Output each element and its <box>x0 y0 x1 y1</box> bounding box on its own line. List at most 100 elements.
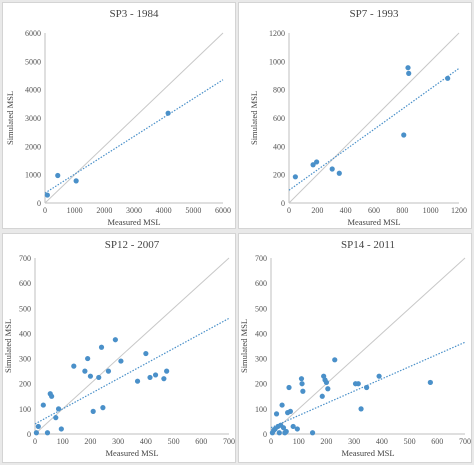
chart2-data-point <box>445 75 451 81</box>
chart3-data-point <box>85 355 91 362</box>
chart3-data-point <box>164 368 170 374</box>
chart3-data-point <box>82 368 88 374</box>
chart4-data-point <box>355 381 361 387</box>
chart3-x-axis-label: Measured MSL <box>105 448 158 458</box>
chart3-data-point <box>49 393 55 399</box>
chart2-y-tick-label: 800 <box>273 86 285 95</box>
chart2-x-tick-label: 400 <box>340 206 352 215</box>
chart2-y-tick-label: 1200 <box>269 29 285 38</box>
chart4-data-point <box>279 402 285 408</box>
chart2-x-tick-label: 600 <box>368 206 380 215</box>
chart3-data-point <box>71 363 77 369</box>
chart3-y-tick-label: 100 <box>19 405 31 414</box>
chart2-x-axis-label: Measured MSL <box>347 217 400 227</box>
chart4-data-point <box>287 408 293 414</box>
chart1-x-tick-label: 5000 <box>185 206 201 215</box>
chart3-data-point <box>100 405 106 411</box>
chart4-data-point <box>427 379 433 386</box>
chart2-y-tick-label: 0 <box>281 199 285 208</box>
chart4-x-tick-label: 0 <box>269 437 273 446</box>
chart3-y-tick-label: 400 <box>19 329 31 338</box>
scatter-chart-sp3-1984: SP3 - 1984 0 1000 2000 3000 4000 5000 6000 0 1000… <box>5 8 231 227</box>
chart3-data-point <box>33 430 39 436</box>
chart1-y-tick-label: 1000 <box>25 171 41 180</box>
chart3-data-point <box>143 350 149 357</box>
chart3-data-point <box>35 423 41 430</box>
chart1-x-tick-label: 0 <box>43 206 47 215</box>
chart3-y-tick-label: 500 <box>19 304 31 313</box>
chart1-x-tick-label: 1000 <box>67 206 83 215</box>
chart2-data-point <box>336 170 342 176</box>
chart1-y-tick-label: 5000 <box>25 57 41 66</box>
chart3-data-point <box>98 344 105 350</box>
chart1-data-point <box>44 192 50 198</box>
chart4-data-point <box>364 384 370 391</box>
chart4-x-tick-label: 600 <box>431 437 443 446</box>
chart2-x-tick-label: 0 <box>287 206 291 215</box>
chart3-x-tick-label: 0 <box>33 437 37 446</box>
chart3-y-tick-label: 600 <box>19 279 31 288</box>
chart1-x-axis-label: Measured MSL <box>107 217 160 227</box>
chart4-trendline <box>270 341 466 429</box>
chart2-reference-line <box>288 32 460 204</box>
chart1-reference-line <box>44 32 224 204</box>
chart4-data-point <box>358 406 364 412</box>
chart1-x-tick-label: 3000 <box>126 206 142 215</box>
chart-panel-sp7-1993: SP7 - 1993 0 200 400 600 800 1000 1200 0 200 400 60… <box>238 2 472 229</box>
chart4-x-tick-label: 400 <box>376 437 388 446</box>
chart2-data-point <box>310 162 316 168</box>
chart-panel-sp12-2007: SP12 - 2007 0 100 200 300 400 500 600 700 0 100 200… <box>2 233 236 463</box>
chart4-y-tick-label: 0 <box>263 430 267 439</box>
chart4-data-point <box>319 393 325 399</box>
chart4-y-tick-label: 400 <box>255 329 267 338</box>
chart1-x-tick-label: 6000 <box>215 206 231 215</box>
chart-panel-sp14-2011: SP14 - 2011 0 100 200 300 400 500 600 700 0 100 200… <box>238 233 472 463</box>
chart2-y-axis-label: Simulated MSL <box>249 91 259 145</box>
chart3-data-point <box>58 426 64 432</box>
chart3-data-point <box>105 368 112 374</box>
chart4-data-point <box>325 386 331 392</box>
chart2-trendline <box>288 67 460 191</box>
chart3-data-point <box>161 376 167 382</box>
chart3-data-point <box>112 337 118 343</box>
chart3-y-tick-label: 300 <box>19 355 31 364</box>
chart3-data-point <box>53 415 59 421</box>
chart2-data-point <box>329 166 335 172</box>
chart4-x-tick-label: 300 <box>348 437 360 446</box>
chart3-data-point <box>87 373 94 379</box>
chart4-x-axis-label: Measured MSL <box>341 448 394 458</box>
chart3-x-tick-label: 400 <box>140 437 152 446</box>
chart3-x-tick-label: 700 <box>223 437 235 446</box>
chart3-x-tick-label: 100 <box>57 437 69 446</box>
chart2-x-tick-label: 1200 <box>451 206 467 215</box>
chart4-data-point <box>299 381 305 387</box>
chart3-data-point <box>55 406 62 412</box>
chart2-y-tick-label: 1000 <box>269 57 285 66</box>
chart4-data-point <box>283 428 289 435</box>
chart3-x-tick-label: 300 <box>112 437 124 446</box>
chart1-trendline <box>44 79 224 194</box>
chart4-data-point <box>273 411 280 417</box>
chart4-data-point <box>309 430 316 436</box>
chart1-data-point <box>55 172 61 179</box>
chart2-data-point <box>314 159 320 165</box>
chart4-data-point <box>280 425 287 431</box>
chart2-data-point <box>401 132 407 138</box>
chart3-x-tick-label: 200 <box>84 437 96 446</box>
chart1-title: SP3 - 1984 <box>110 8 159 20</box>
chart2-data-point <box>405 65 411 71</box>
chart2-x-tick-label: 200 <box>311 206 323 215</box>
chart3-reference-line <box>34 257 230 435</box>
chart1-y-tick-label: 6000 <box>25 29 41 38</box>
chart4-data-point <box>286 384 292 391</box>
chart3-y-tick-label: 200 <box>19 380 31 389</box>
chart4-data-point <box>376 373 382 379</box>
scatter-chart-sp7-1993: SP7 - 1993 0 200 400 600 800 1000 1200 0 200 400 60… <box>249 8 467 227</box>
chart2-data-point <box>292 174 298 180</box>
chart4-y-tick-label: 300 <box>255 355 267 364</box>
chart2-y-tick-label: 400 <box>273 142 285 151</box>
chart1-y-tick-label: 4000 <box>25 86 41 95</box>
chart4-data-point <box>290 423 296 430</box>
chart1-y-tick-label: 2000 <box>25 142 41 151</box>
